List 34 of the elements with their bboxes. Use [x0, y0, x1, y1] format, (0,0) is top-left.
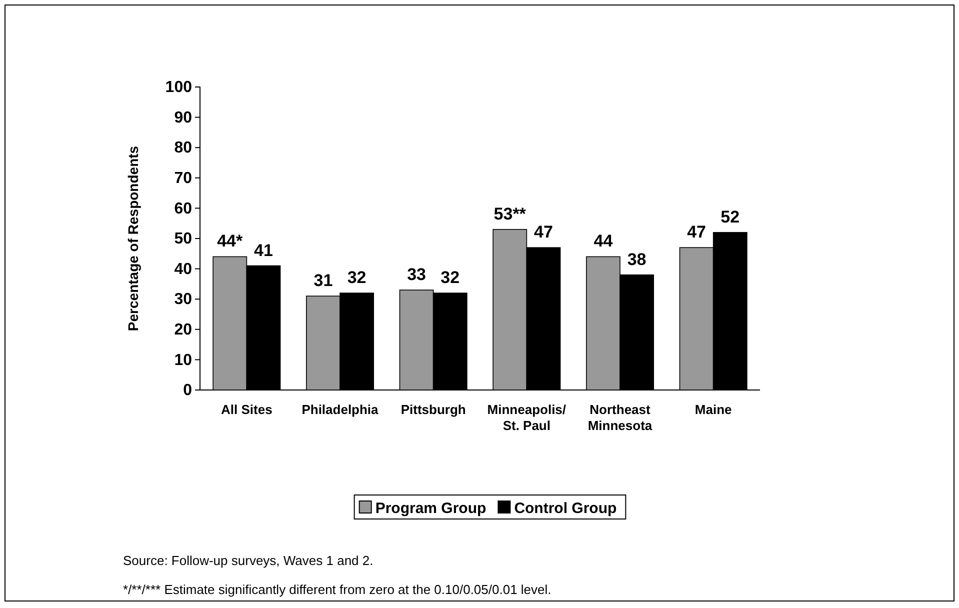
y-tick-label: 30 — [174, 291, 192, 308]
text: */**/*** Estimate significantly different from zero at the 0.10/0.05/0.01 level. — [123, 582, 552, 597]
y-tick-label: 100 — [165, 79, 192, 96]
x-tick-label: Northeast Minnesota — [588, 402, 653, 433]
data-label: 32 — [440, 268, 460, 288]
x-tick-label: Pittsburgh — [400, 402, 466, 417]
y-tick-label: 90 — [174, 109, 192, 126]
y-tick-label: 20 — [174, 322, 192, 339]
x-tick-label: Philadelphia — [302, 402, 380, 417]
legend-label: Control Group — [514, 500, 617, 517]
y-tick-label: 50 — [174, 230, 192, 248]
y-tick-label: 0 — [183, 382, 192, 400]
x-tick-label: All Sites — [221, 402, 272, 417]
y-tick-label: 60 — [174, 200, 192, 218]
data-label: 53** — [494, 204, 526, 224]
legend-label: Program Group — [375, 500, 486, 517]
y-tick-label: 80 — [174, 140, 192, 157]
data-label: 38 — [627, 250, 646, 269]
data-label: 32 — [347, 268, 366, 288]
y-axis-title: Percentage of Respondents — [125, 146, 141, 332]
y-tick-label: 70 — [174, 170, 192, 188]
x-tick-label: Minneapolis/ St. Paul — [487, 402, 566, 433]
x-tick-label: Maine — [694, 402, 732, 417]
data-label: 52 — [720, 207, 740, 226]
data-label: 44 — [594, 232, 614, 251]
data-label: 47 — [687, 222, 706, 242]
data-label: 44* — [217, 232, 244, 251]
y-tick-label: 10 — [174, 352, 192, 369]
y-tick-label: 40 — [174, 260, 192, 278]
data-label: 47 — [534, 222, 553, 242]
data-label: 31 — [314, 271, 333, 290]
source-note: Source: Follow-up surveys, Waves 1 and 2. — [123, 553, 374, 568]
data-label: 41 — [254, 240, 273, 260]
data-label: 33 — [407, 265, 426, 284]
